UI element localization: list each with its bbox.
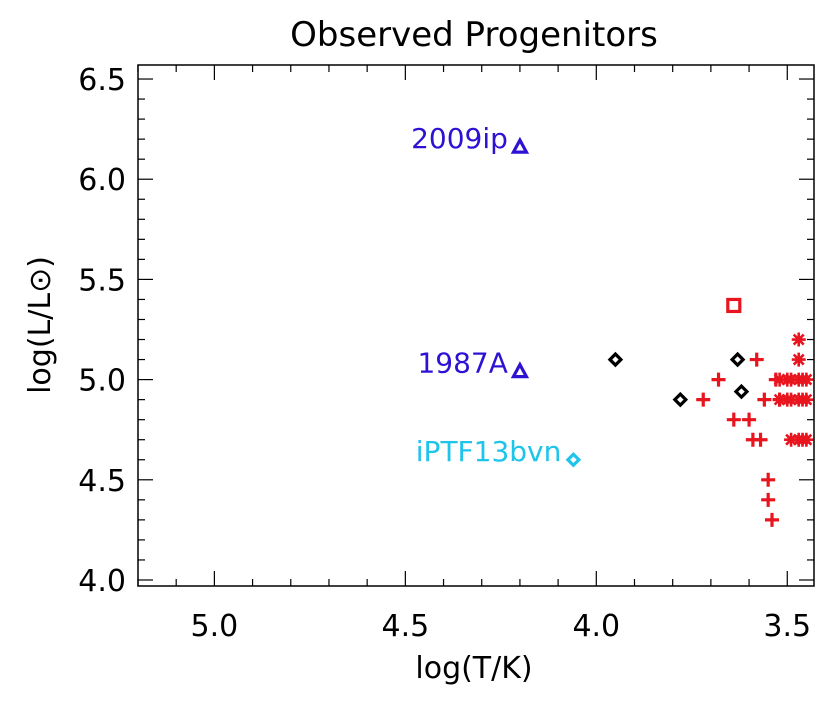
plus-marker [726,412,741,427]
y-tick-label: 6.5 [78,63,126,98]
triangle-marker [510,361,530,379]
point-labels: 2009ip 1987A iPTF13bvn [411,122,561,468]
point-label: iPTF13bvn [416,435,562,468]
plus-marker [764,512,779,527]
diamond-marker [672,391,689,408]
asterisk-marker [799,372,814,387]
plus-marker [749,352,764,367]
plus-marker [711,372,726,387]
asterisk-marker [784,392,799,407]
asterisk-marker [772,392,787,407]
asterisk-marker [791,352,806,367]
y-tick-label: 5.5 [78,263,126,298]
plot-frame [137,64,815,587]
y-axis-label: log(L/L⊙) [23,256,58,394]
x-tick-label: 5.0 [191,609,239,644]
plus-marker [753,432,768,447]
asterisk-marker [784,372,799,387]
y-tick-label: 4.5 [78,464,126,499]
diamond-marker [565,451,582,468]
y-tick-label: 4.0 [78,564,126,599]
x-axis-label: log(T/K) [415,651,532,686]
x-tick-label: 4.0 [572,609,620,644]
asterisk-marker [772,372,787,387]
diamond-marker [729,351,746,368]
asterisk-marker [799,392,814,407]
plus-marker [742,412,757,427]
plus-marker [696,392,711,407]
y-tick-label: 5.0 [78,364,126,399]
plus-marker [761,472,776,487]
asterisk-marker [799,432,814,447]
chart-title: Observed Progenitors [290,15,658,55]
x-tick-label: 3.5 [763,609,811,644]
asterisk-marker [791,332,806,347]
square-marker [726,297,742,314]
plus-marker [761,492,776,507]
asterisk-marker [784,432,799,447]
triangle-marker [510,136,530,154]
diamond-marker [733,383,750,400]
point-label: 1987A [417,347,507,380]
x-tick-label: 4.5 [381,609,429,644]
point-label: 2009ip [411,122,508,155]
y-tick-label: 6.0 [78,163,126,198]
diamond-marker [607,351,624,368]
axis-ticks [137,65,814,586]
tick-labels: 5.0 4.5 4.0 3.5 4.0 4.5 5.0 5.5 6.0 6.5 [78,63,811,644]
data-points [510,136,814,527]
plus-marker [757,392,772,407]
